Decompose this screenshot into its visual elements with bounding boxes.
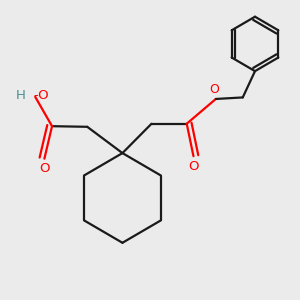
Text: O: O	[188, 160, 199, 172]
Text: O: O	[39, 162, 50, 175]
Text: H: H	[16, 89, 26, 102]
Text: -O: -O	[34, 89, 49, 102]
Text: O: O	[209, 82, 219, 96]
